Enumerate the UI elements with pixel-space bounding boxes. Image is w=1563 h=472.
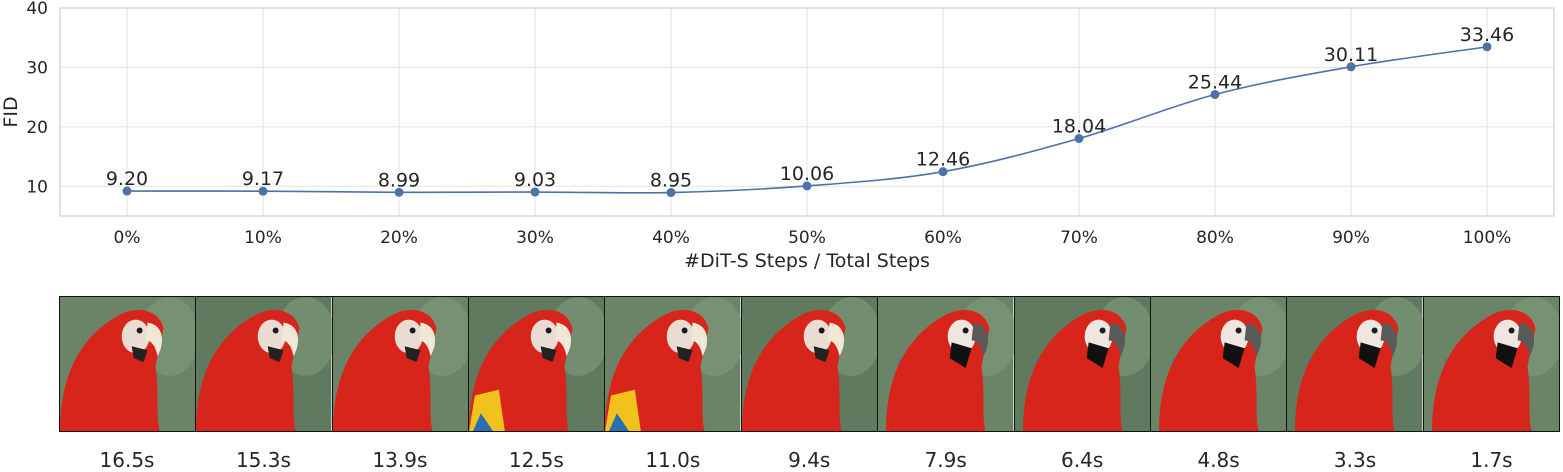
x-tick-label: 0% [114,228,141,248]
generation-time-label: 7.9s [924,448,967,472]
generation-time-label: 3.3s [1333,448,1377,472]
macaw-image [741,297,879,431]
data-label: 18.04 [1052,116,1106,138]
data-point [938,167,948,177]
data-point [666,188,676,198]
data-point [1346,62,1356,72]
data-point [802,181,812,191]
data-point [394,187,404,197]
data-label: 33.46 [1460,24,1514,46]
data-label: 9.17 [242,168,284,190]
generation-time-label: 1.7s [1470,448,1513,472]
macaw-image [196,297,333,431]
data-label: 12.46 [916,149,970,171]
data-label: 8.99 [378,169,420,191]
x-tick-label: 80% [1196,228,1234,248]
y-axis-ticks: 10 20 30 40 [26,0,48,197]
data-point [530,187,540,197]
macaw-image [60,297,197,431]
generation-time-label: 4.8s [1197,448,1240,472]
data-label: 25.44 [1188,72,1242,94]
data-labels: 9.20 9.17 8.99 9.03 8.95 10.06 12.46 18.04 25.44… [106,24,1514,192]
generation-time-label: 11.0s [645,448,701,472]
data-point [1074,134,1084,144]
generation-time-label: 16.5s [99,448,155,472]
macaw-image [1287,297,1424,431]
x-tick-label: 10% [244,228,282,248]
macaw-image [1150,297,1288,431]
plot-frame [59,7,1555,217]
y-axis-label: FID [0,96,22,127]
data-point [122,186,132,196]
data-points [122,42,1492,198]
generated-images-strip [59,296,1560,432]
data-point [1482,42,1492,52]
y-tick-label: 20 [26,118,48,138]
data-label: 9.20 [106,168,148,190]
macaw-image [332,297,470,431]
x-tick-label: 60% [924,228,962,248]
x-tick-label: 20% [380,228,418,248]
x-axis-ticks: 0% 10% 20% 30% 40% 50% 60% 70% 80% 90% 100% [114,228,1512,248]
x-tick-label: 100% [1463,228,1512,248]
x-axis-label: #DiT-S Steps / Total Steps [684,250,930,272]
x-tick-label: 40% [652,228,690,248]
y-tick-label: 40 [26,0,48,19]
data-label: 30.11 [1324,44,1378,66]
data-label: 8.95 [650,170,692,192]
macaw-image [878,297,1015,431]
x-tick-label: 30% [516,228,554,248]
generation-time-label: 12.5s [508,448,564,472]
generation-time-label: 6.4s [1061,448,1104,472]
y-tick-label: 10 [26,177,48,197]
macaw-image [1014,297,1151,431]
macaw-image [469,297,606,431]
data-point [1210,90,1220,100]
generation-time-label: 15.3s [235,448,291,472]
generation-time-label: 9.4s [788,448,831,472]
generation-time-label: 13.9s [372,448,428,472]
data-label: 10.06 [780,163,834,185]
macaw-image [605,297,742,431]
fid-line-chart: 10 20 30 40 0% 10% 20% 30% 40% 50% 60% 70% 80% 90% 10… [0,0,1555,272]
macaw-image [1423,297,1559,431]
data-label: 9.03 [514,169,556,191]
y-tick-label: 30 [26,58,48,78]
x-tick-label: 50% [788,228,826,248]
x-tick-label: 70% [1060,228,1098,248]
data-point [258,186,268,196]
x-tick-label: 90% [1332,228,1370,248]
